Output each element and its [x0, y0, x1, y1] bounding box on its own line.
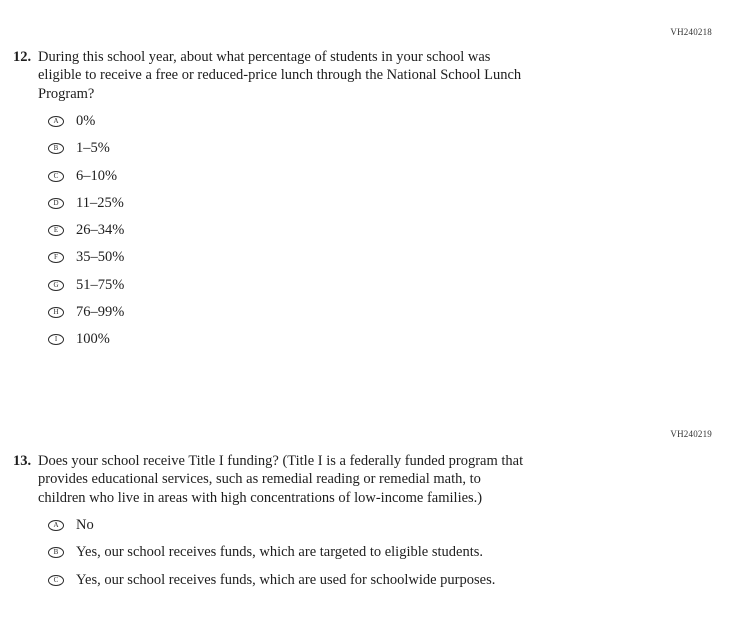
option-bubble-icon[interactable]: C	[48, 574, 64, 586]
option-letter: B	[53, 548, 59, 557]
answer-option: B Yes, our school receives funds, which …	[48, 539, 495, 566]
answer-option: D 11–25%	[48, 190, 124, 217]
answer-option: I 100%	[48, 326, 124, 353]
option-label: 51–75%	[76, 276, 125, 293]
question-13: 13. Does your school receive Title I fun…	[13, 452, 523, 507]
option-bubble-icon[interactable]: H	[48, 306, 64, 318]
option-letter: A	[53, 117, 59, 126]
option-letter: G	[53, 280, 59, 289]
option-letter: B	[53, 144, 59, 153]
option-bubble-icon[interactable]: B	[48, 143, 64, 155]
option-bubble-icon[interactable]: F	[48, 252, 64, 264]
option-letter: E	[53, 226, 59, 235]
option-label: 76–99%	[76, 303, 125, 320]
option-bubble-icon[interactable]: D	[48, 197, 64, 209]
question-13-options: A No B Yes, our school receives funds, w…	[48, 512, 495, 594]
option-letter: I	[54, 335, 58, 344]
option-bubble-icon[interactable]: I	[48, 334, 64, 346]
answer-option: G 51–75%	[48, 272, 124, 299]
question-text-line: Program?	[38, 85, 95, 102]
question-text: Does your school receive Title I funding…	[38, 452, 523, 507]
option-letter: D	[53, 198, 59, 207]
question-text-line: During this school year, about what perc…	[38, 49, 491, 65]
option-letter: F	[54, 253, 58, 262]
option-label: 26–34%	[76, 222, 125, 239]
question-text-line: Does your school receive Title I funding…	[38, 453, 524, 469]
question-text: During this school year, about what perc…	[38, 48, 521, 103]
option-bubble-icon[interactable]: G	[48, 279, 64, 291]
question-12: 12. During this school year, about what …	[13, 48, 521, 103]
option-bubble-icon[interactable]: A	[48, 116, 64, 128]
answer-option: B 1–5%	[48, 135, 124, 162]
option-label: Yes, our school receives funds, which ar…	[76, 571, 496, 588]
option-bubble-icon[interactable]: E	[48, 225, 64, 237]
item-code-q12: VH240218	[670, 27, 712, 37]
question-12-options: A 0% B 1–5% C 6–10% D 11–25% E 26–34% F …	[48, 108, 124, 353]
option-label: 6–10%	[76, 167, 118, 184]
option-bubble-icon[interactable]: A	[48, 520, 64, 532]
item-code-q13: VH240219	[670, 429, 712, 439]
answer-option: F 35–50%	[48, 244, 124, 271]
answer-option: C Yes, our school receives funds, which …	[48, 567, 495, 594]
option-letter: H	[53, 307, 59, 316]
option-label: 100%	[76, 331, 110, 348]
answer-option: A 0%	[48, 108, 124, 135]
option-label: 11–25%	[76, 194, 124, 211]
option-label: Yes, our school receives funds, which ar…	[76, 544, 483, 561]
question-text-line: provides educational services, such as r…	[38, 471, 481, 488]
option-label: 1–5%	[76, 140, 110, 157]
option-letter: A	[53, 521, 59, 530]
option-bubble-icon[interactable]: C	[48, 170, 64, 182]
question-number: 12.	[13, 49, 32, 65]
question-text-line: children who live in areas with high con…	[38, 489, 483, 506]
answer-option: A No	[48, 512, 495, 539]
option-label: 0%	[76, 113, 96, 130]
option-letter: C	[53, 575, 59, 584]
answer-option: C 6–10%	[48, 163, 124, 190]
question-number: 13.	[13, 453, 32, 469]
answer-option: E 26–34%	[48, 217, 124, 244]
question-text-line: eligible to receive a free or reduced-pr…	[38, 67, 522, 84]
option-label: No	[76, 517, 94, 534]
answer-option: H 76–99%	[48, 299, 124, 326]
option-label: 35–50%	[76, 249, 125, 266]
option-letter: C	[53, 171, 59, 180]
option-bubble-icon[interactable]: B	[48, 547, 64, 559]
